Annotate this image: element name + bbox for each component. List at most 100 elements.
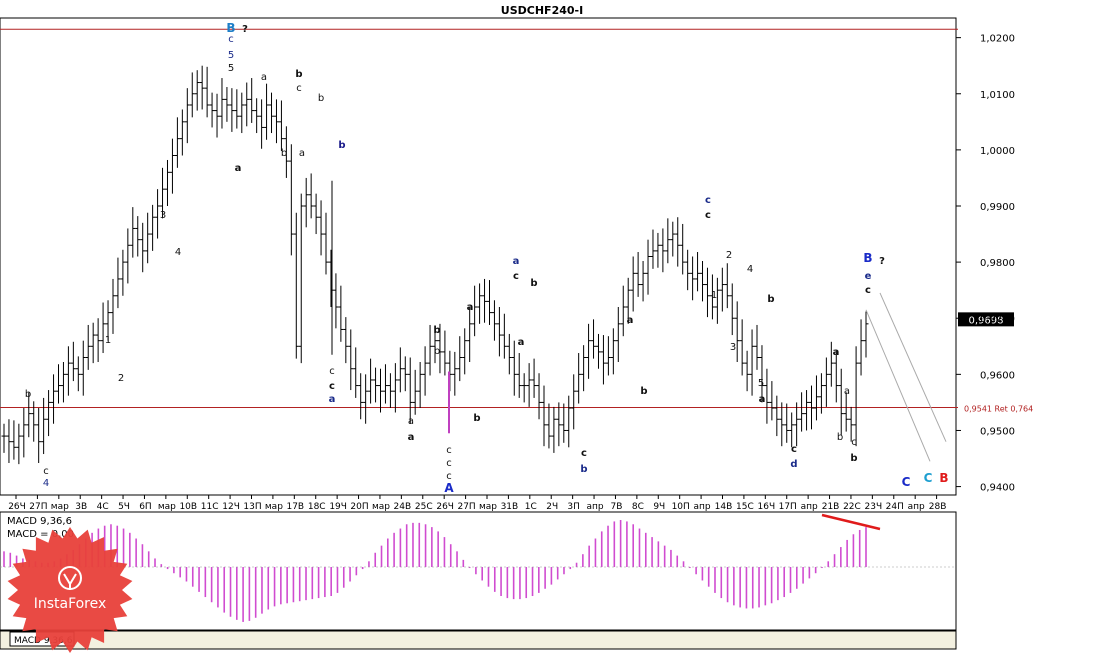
price-bar bbox=[224, 87, 230, 122]
price-bar bbox=[482, 278, 488, 323]
x-tick-label: 17В bbox=[286, 502, 304, 512]
wave-label: B bbox=[226, 21, 235, 35]
price-bar bbox=[432, 328, 438, 364]
wave-label: C bbox=[924, 471, 933, 485]
price-bar bbox=[135, 216, 141, 257]
price-bar bbox=[254, 98, 260, 134]
price-bar bbox=[774, 395, 780, 437]
wave-label: C bbox=[902, 475, 911, 489]
x-tick-label: 3П bbox=[567, 502, 580, 512]
wave-label: c bbox=[228, 34, 234, 45]
price-bar bbox=[665, 218, 671, 264]
price-bar bbox=[551, 406, 557, 453]
wave-label: c bbox=[865, 285, 871, 296]
price-bar bbox=[229, 88, 235, 132]
price-bar bbox=[625, 277, 631, 324]
wave-label: c bbox=[851, 437, 857, 448]
price-bar bbox=[95, 318, 101, 363]
price-bar bbox=[259, 99, 265, 149]
x-tick-label: 15С bbox=[736, 502, 754, 512]
x-tick-label: 11С bbox=[201, 502, 219, 512]
price-bar bbox=[491, 300, 497, 341]
price-bar bbox=[734, 301, 740, 363]
wave-label: a bbox=[513, 256, 520, 267]
price-bar bbox=[853, 346, 859, 447]
price-bar bbox=[278, 100, 284, 151]
price-bar bbox=[407, 357, 413, 424]
price-bar bbox=[179, 109, 185, 156]
x-tick-label: 19Ч bbox=[329, 502, 347, 512]
price-bar bbox=[318, 200, 324, 256]
price-bar bbox=[21, 408, 27, 458]
price-bar bbox=[368, 358, 374, 404]
price-bar bbox=[516, 353, 522, 398]
x-tick-label: апр bbox=[586, 502, 603, 512]
price-bar bbox=[16, 423, 22, 465]
x-tick-label: 25С bbox=[415, 502, 433, 512]
price-bar bbox=[75, 356, 81, 392]
x-tick-label: апр bbox=[694, 502, 711, 512]
wave-label: b bbox=[837, 432, 843, 443]
wave-label: 1 bbox=[105, 335, 111, 346]
y-tick-label: 0,9500 bbox=[980, 426, 1015, 437]
projection-line bbox=[865, 309, 931, 462]
price-bar bbox=[199, 65, 205, 110]
price-bar bbox=[264, 83, 270, 140]
price-bar bbox=[338, 285, 344, 342]
wave-label: b bbox=[338, 140, 345, 151]
y-tick-label: 0,9900 bbox=[980, 202, 1015, 213]
wave-label: c bbox=[446, 458, 452, 469]
x-tick-label: 26Ч bbox=[8, 502, 26, 512]
y-tick-label: 1,0100 bbox=[980, 90, 1015, 101]
wave-label: 5 bbox=[228, 50, 234, 61]
wave-label: c bbox=[446, 471, 452, 482]
price-bar bbox=[85, 324, 91, 370]
price-bar bbox=[685, 249, 691, 291]
price-bar bbox=[779, 402, 785, 447]
price-bar bbox=[6, 419, 12, 464]
price-bar bbox=[501, 313, 507, 359]
price-bar bbox=[437, 323, 443, 374]
price-bar bbox=[303, 177, 309, 228]
price-bar bbox=[650, 229, 656, 269]
price-bar bbox=[477, 283, 483, 324]
macd-value-label: MACD = 0,00 bbox=[7, 529, 74, 540]
wave-label: c bbox=[705, 195, 711, 206]
x-tick-label: 7В bbox=[611, 502, 623, 512]
price-bar bbox=[392, 363, 398, 413]
wave-label: 4 bbox=[747, 264, 753, 275]
price-bar bbox=[293, 212, 299, 359]
x-tick-label: 8С bbox=[632, 502, 644, 512]
wave-label: 5 bbox=[228, 63, 234, 74]
wave-label: 5 bbox=[758, 378, 764, 389]
price-bar bbox=[764, 368, 770, 424]
price-bar bbox=[358, 373, 364, 420]
price-bar bbox=[472, 285, 478, 337]
price-bar bbox=[150, 204, 156, 251]
price-bar bbox=[615, 307, 621, 363]
price-bar bbox=[714, 277, 720, 324]
wave-label: 1 bbox=[711, 290, 717, 301]
x-tick-label: 17П bbox=[779, 502, 797, 512]
price-bar bbox=[496, 307, 502, 357]
price-bar bbox=[586, 323, 592, 379]
wave-label: b bbox=[433, 325, 440, 336]
price-bar bbox=[283, 126, 289, 178]
y-tick-label: 0,9800 bbox=[980, 258, 1015, 269]
price-bar bbox=[739, 319, 745, 376]
price-bar bbox=[521, 373, 527, 403]
price-bar bbox=[189, 72, 195, 118]
x-tick-label: 14В bbox=[715, 502, 733, 512]
wave-label: c bbox=[43, 466, 49, 477]
price-bar bbox=[576, 353, 582, 404]
price-bar bbox=[244, 82, 250, 127]
wave-label: a bbox=[408, 416, 414, 427]
x-tick-label: апр bbox=[801, 502, 818, 512]
macd-panel-frame bbox=[0, 511, 957, 631]
price-bar bbox=[680, 223, 686, 275]
wave-label: 3 bbox=[730, 342, 736, 353]
price-bar bbox=[640, 260, 646, 302]
x-tick-label: 5Ч bbox=[118, 502, 130, 512]
price-bar bbox=[120, 249, 126, 296]
